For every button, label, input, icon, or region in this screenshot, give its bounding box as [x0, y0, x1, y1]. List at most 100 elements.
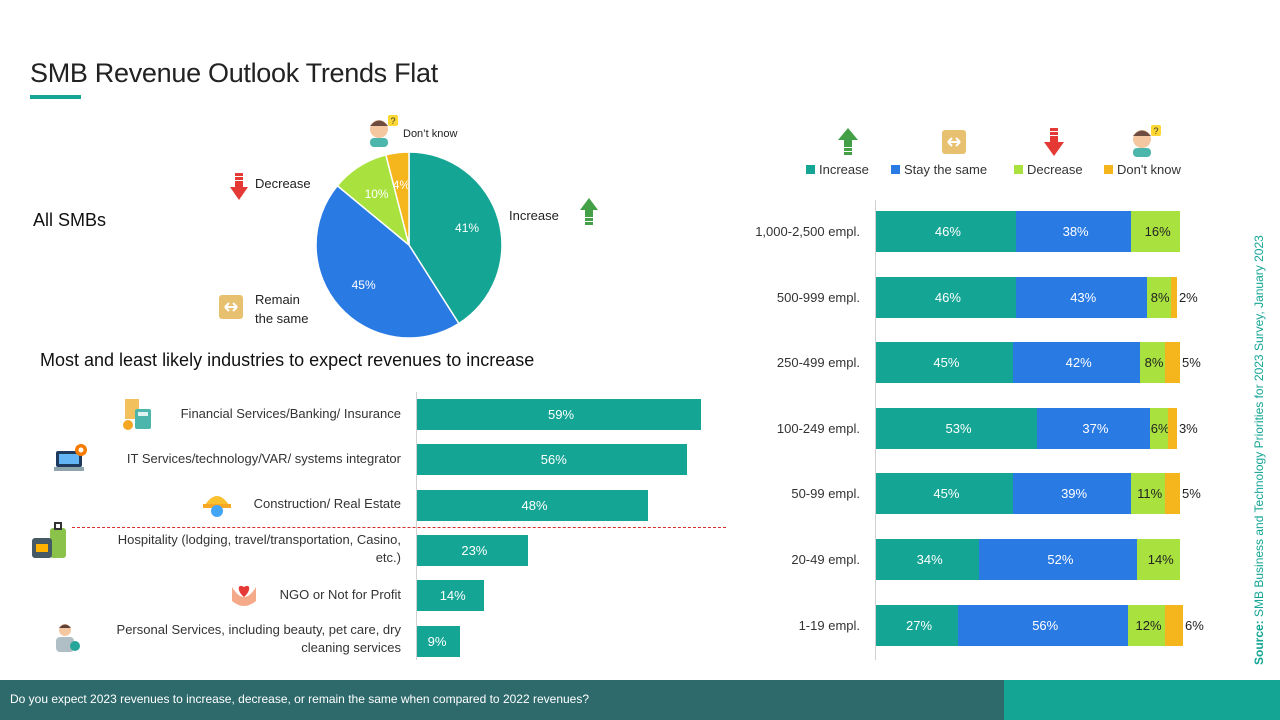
legend-label: Decrease — [1027, 162, 1083, 177]
segment-value-label: 5% — [1182, 486, 1201, 502]
pie-slices: 41% 45% 10% 4% — [315, 151, 503, 339]
segment-value-label: 37% — [1082, 420, 1109, 436]
employee-size-label: 20-49 empl. — [791, 552, 860, 567]
stacked-segment — [1037, 407, 1150, 449]
svg-text:?: ? — [1154, 126, 1159, 136]
employee-size-label: 1,000-2,500 empl. — [755, 224, 860, 239]
increase-arrow-icon — [838, 128, 858, 155]
industry-label: Personal Services, including beauty, pet… — [117, 621, 401, 657]
segment-value-label: 14% — [1147, 552, 1174, 567]
segment-value-label: 53% — [945, 420, 972, 436]
decrease-arrow-icon — [1044, 128, 1064, 156]
industry-bar — [417, 399, 701, 430]
stacked-segment — [1137, 539, 1180, 580]
industry-label: Construction/ Real Estate — [253, 496, 401, 511]
stacked-segment — [1149, 407, 1168, 449]
segment-value-label: 5% — [1182, 355, 1201, 371]
employee-size-label: 100-249 empl. — [776, 420, 860, 436]
segment-value-label: 11% — [1137, 486, 1163, 502]
segment-value-label: 46% — [934, 224, 961, 239]
legend-label: Don't know — [1117, 162, 1181, 177]
increase-arrow-icon — [580, 198, 598, 225]
finance-icon — [123, 399, 151, 430]
segment-value-label: 45% — [933, 355, 960, 371]
segment-value-label: 6% — [1150, 420, 1170, 436]
segment-value-label: 45% — [933, 486, 960, 502]
pie-label-increase: Increase — [509, 208, 559, 223]
stacked-segment — [1012, 342, 1141, 384]
industry-label-line: Personal Services, including beauty, pet… — [116, 622, 401, 637]
source-text: SMB Business and Technology Priorities f… — [1252, 235, 1266, 621]
confused-person-icon: ? — [370, 115, 398, 147]
pie-label-decrease: Decrease — [255, 176, 311, 191]
segment-value-label: 2% — [1178, 289, 1198, 305]
industry-bar-value: 59% — [548, 407, 575, 422]
industry-label: Financial Services/Banking/ Insurance — [180, 406, 401, 421]
segment-value-label: 38% — [1062, 224, 1089, 239]
legend-swatch — [1104, 165, 1113, 174]
stacked-segment — [876, 473, 1013, 515]
segment-value-label: 12% — [1135, 617, 1162, 633]
segment-value-label: 43% — [1070, 289, 1097, 305]
employee-axis-line — [875, 200, 876, 660]
pie-chart: 41% 45% 10% 4% — [315, 151, 503, 339]
all-smbs-label: All SMBs — [33, 210, 107, 230]
segment-value-label: 56% — [1032, 617, 1059, 633]
pie-slice — [315, 184, 460, 339]
pie-label-remain-line2: the same — [255, 311, 309, 326]
stacked-segment — [1164, 604, 1184, 646]
stacked-segment — [1146, 276, 1171, 318]
industry-bar-value: 23% — [461, 542, 488, 558]
stacked-segment — [1140, 342, 1165, 384]
pie-value-label: 10% — [365, 187, 389, 201]
cutoff-divider — [72, 527, 726, 528]
stacked-segment — [958, 604, 1129, 646]
employee-size-label: 1-19 empl. — [798, 617, 860, 633]
stacked-segment — [1167, 407, 1177, 449]
stacked-segment — [1170, 276, 1177, 318]
industry-bar — [417, 444, 687, 476]
footer-question: Do you expect 2023 revenues to increase,… — [10, 692, 590, 706]
legend-label: Increase — [819, 162, 869, 177]
industry-label: IT Services/technology/VAR/ systems inte… — [126, 451, 401, 466]
source-label: Source: — [1252, 620, 1266, 665]
segment-value-label: 16% — [1144, 224, 1171, 239]
stacked-segment — [876, 539, 980, 580]
stacked-segment — [1012, 473, 1132, 515]
pie-value-label: 4% — [393, 178, 411, 192]
industry-bar-value: 56% — [540, 452, 567, 468]
segment-value-label: 8% — [1150, 289, 1170, 305]
stay-same-icon — [942, 130, 966, 154]
industry-bar — [417, 534, 528, 566]
industries-heading: Most and least likely industries to expe… — [40, 350, 535, 370]
segment-value-label: 27% — [906, 617, 933, 633]
pie-label-remain-line1: Remain — [255, 292, 300, 307]
segment-value-label: 52% — [1047, 552, 1074, 567]
employee-size-label: 50-99 empl. — [791, 486, 860, 502]
stacked-segment — [876, 211, 1016, 252]
stay-same-icon — [219, 295, 243, 319]
legend-item-stay: Stay the same — [891, 162, 987, 177]
stacked-segment — [1128, 604, 1165, 646]
industry-bar — [417, 489, 649, 521]
legend-swatch — [806, 165, 815, 174]
stacked-segment — [876, 276, 1016, 318]
employee-size-label: 500-999 empl. — [776, 289, 860, 305]
legend-item-decrease: Decrease — [1014, 162, 1083, 177]
segment-value-label: 6% — [1185, 617, 1204, 633]
industry-label-line: Hospitality (lodging, travel/transportat… — [117, 532, 401, 547]
industry-label-line: etc.) — [375, 550, 401, 565]
stacked-segment — [876, 407, 1038, 449]
segment-value-label: 8% — [1144, 355, 1164, 371]
industry-axis-line — [416, 392, 417, 660]
pie-value-label: 41% — [455, 221, 479, 235]
decrease-arrow-icon — [230, 173, 248, 200]
stacked-segment — [1164, 473, 1180, 515]
legend-label: Stay the same — [904, 162, 988, 177]
footer-accent — [1004, 680, 1280, 720]
pie-label-dontknow: Don’t know — [403, 128, 458, 140]
hard-hat-icon — [203, 496, 231, 517]
page-title: SMB Revenue Outlook Trends Flat — [30, 58, 438, 88]
stacked-segment — [1131, 473, 1165, 515]
pie-slice — [384, 151, 410, 246]
